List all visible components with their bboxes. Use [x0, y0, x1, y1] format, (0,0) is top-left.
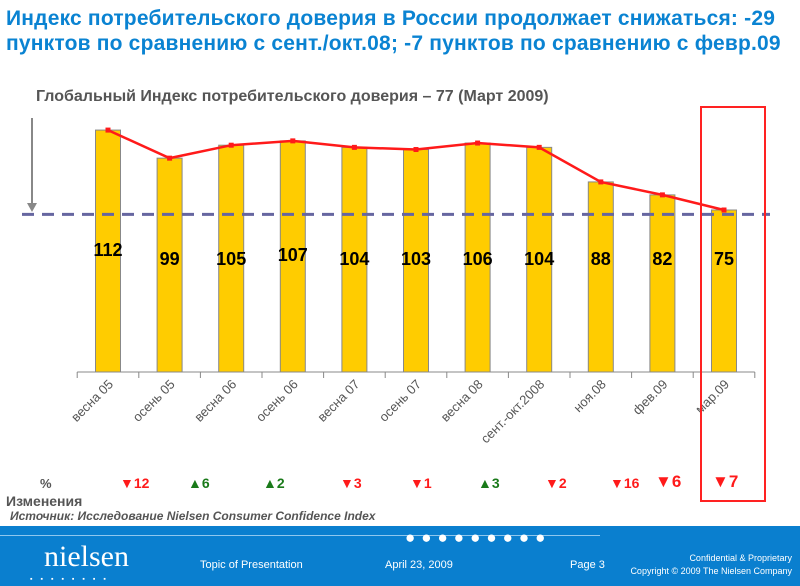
- trend-point: [475, 140, 481, 146]
- trend-point: [659, 192, 665, 198]
- trend-point: [105, 127, 111, 133]
- trend-point: [228, 142, 234, 148]
- bar: [526, 146, 553, 373]
- bar-value-label: 104: [339, 249, 369, 269]
- x-tick-label: ноя.08: [570, 377, 609, 416]
- change-value: ▼12: [120, 475, 150, 491]
- bar: [587, 181, 614, 373]
- bar: [341, 146, 368, 373]
- change-value: ▼2: [545, 475, 567, 491]
- bar-value-label: 107: [278, 245, 308, 265]
- x-tick-label: сент.-окт.2008: [478, 377, 548, 447]
- percent-label: %: [40, 476, 52, 491]
- change-value: ▲2: [263, 475, 285, 491]
- trend-point: [351, 144, 357, 150]
- footer-topic: Topic of Presentation: [200, 559, 303, 571]
- bar: [464, 142, 491, 373]
- footer-divider: [0, 535, 600, 536]
- decorative-dots: ●●●●●●●●●: [405, 528, 552, 547]
- change-value: ▼3: [340, 475, 362, 491]
- x-tick-label: осень 05: [130, 377, 178, 425]
- trend-point: [167, 155, 173, 161]
- x-tick-label: осень 07: [376, 377, 424, 425]
- bar-value-label: 105: [216, 249, 246, 269]
- x-tick-label: весна 07: [314, 377, 362, 425]
- confidential-text: Confidential & Proprietary: [689, 553, 792, 563]
- change-value: ▼7: [712, 472, 739, 491]
- bar: [711, 209, 737, 373]
- bar: [649, 194, 676, 373]
- changes-label: Изменения: [6, 493, 83, 509]
- x-tick-label: весна 05: [68, 377, 116, 425]
- bar: [156, 157, 183, 373]
- trend-point: [290, 138, 296, 144]
- trend-point: [721, 207, 727, 213]
- bar-value-label: 103: [401, 249, 431, 269]
- change-value: ▼16: [610, 475, 640, 491]
- bar-value-label: 106: [463, 249, 493, 269]
- chart-subtitle: Глобальный Индекс потребительского довер…: [36, 88, 549, 105]
- footer: ●●●●●●●●● nielsen ▪▪▪▪▪▪▪▪ Topic of Pres…: [0, 526, 800, 586]
- change-value: ▼1: [410, 475, 432, 491]
- trend-point: [536, 144, 542, 150]
- source-note: Источник: Исследование Nielsen Consumer …: [10, 509, 376, 523]
- arrow-head-icon: [27, 203, 37, 212]
- trend-point: [598, 179, 604, 185]
- change-value: ▲6: [188, 475, 210, 491]
- trend-point: [413, 147, 419, 153]
- bar: [218, 144, 245, 373]
- bar-value-label: 82: [652, 249, 672, 269]
- logo-dots: ▪▪▪▪▪▪▪▪: [30, 576, 114, 583]
- nielsen-logo: nielsen: [44, 540, 129, 573]
- bar-value-label: 112: [93, 240, 122, 260]
- bar-chart: 112 весна 05 99 осень 05 105 весна 06 107 осень…: [22, 118, 770, 447]
- change-value: ▼6: [655, 472, 682, 491]
- x-tick-label: фев.09: [630, 377, 671, 418]
- bar-value-label: 75: [714, 249, 734, 269]
- footer-confidential: Confidential & Proprietary Copyright © 2…: [630, 552, 792, 578]
- footer-page: Page 3: [570, 559, 605, 571]
- x-tick-label: осень 06: [253, 377, 301, 425]
- x-tick-label: весна 08: [438, 377, 486, 425]
- x-tick-label: весна 06: [191, 377, 239, 425]
- bar-value-label: 88: [591, 249, 611, 269]
- bar-value-label: 104: [524, 249, 554, 269]
- footer-date: April 23, 2009: [385, 559, 453, 571]
- highlight-box: [700, 106, 766, 502]
- bar-value-label: 99: [160, 249, 180, 269]
- copyright-text: Copyright © 2009 The Nielsen Company: [630, 566, 792, 576]
- slide-title: Индекс потребительского доверия в России…: [6, 7, 781, 55]
- change-value: ▲3: [478, 475, 500, 491]
